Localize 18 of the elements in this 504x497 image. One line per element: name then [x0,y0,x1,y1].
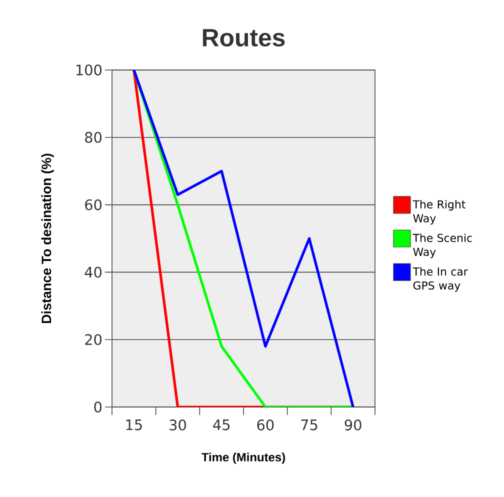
x-tick-label: 75 [301,420,318,430]
x-tick-label: 45 [213,420,230,430]
legend-label: The Scenic Way [412,234,472,258]
x-tick-label: 30 [170,420,186,430]
chart-title: Routes [202,29,285,47]
y-tick-label: 20 [85,334,102,346]
y-axis-title: Distance To desination (%) [41,154,54,324]
x-tick-label: 15 [126,420,142,430]
x-tick-label: 60 [257,420,274,430]
y-tick-label: 100 [76,64,102,76]
y-tick-label: 80 [85,132,102,143]
y-tick-label: 40 [84,266,102,278]
y-tick-label: 0 [94,402,102,412]
x-tick-label: 90 [344,420,362,430]
y-tick-label: 60 [85,199,102,210]
legend-label: The In car GPS way [412,267,468,292]
legend-label: The Right Way [412,200,466,225]
x-axis-title: Time (Minutes) [202,452,285,464]
